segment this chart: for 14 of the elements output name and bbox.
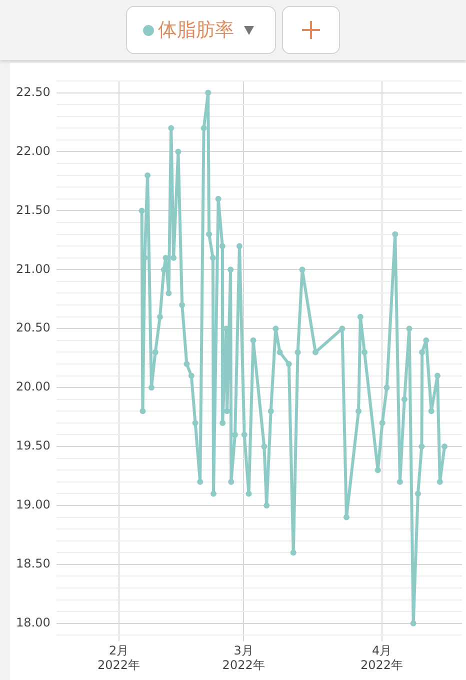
y-tick-label: 18.50 <box>16 556 50 571</box>
y-tick-label: 20.50 <box>16 320 50 335</box>
y-tick-label: 21.00 <box>16 262 50 276</box>
x-tick-label: 3月 2022年 <box>222 644 265 672</box>
x-tick-label: 4月 2022年 <box>360 644 404 672</box>
legend-label: 体脂肪率 <box>158 18 234 43</box>
y-tick-label: 22.50 <box>16 84 50 99</box>
y-tick-label: 19.50 <box>16 438 50 453</box>
y-tick-label: 20.00 <box>16 380 50 394</box>
y-tick-label: 22.00 <box>16 144 50 158</box>
y-tick-label: 21.50 <box>16 202 50 217</box>
y-tick-label: 18.00 <box>16 616 50 630</box>
x-tick-label: 2月 2022年 <box>97 644 140 672</box>
y-tick-label: 19.00 <box>16 498 50 512</box>
